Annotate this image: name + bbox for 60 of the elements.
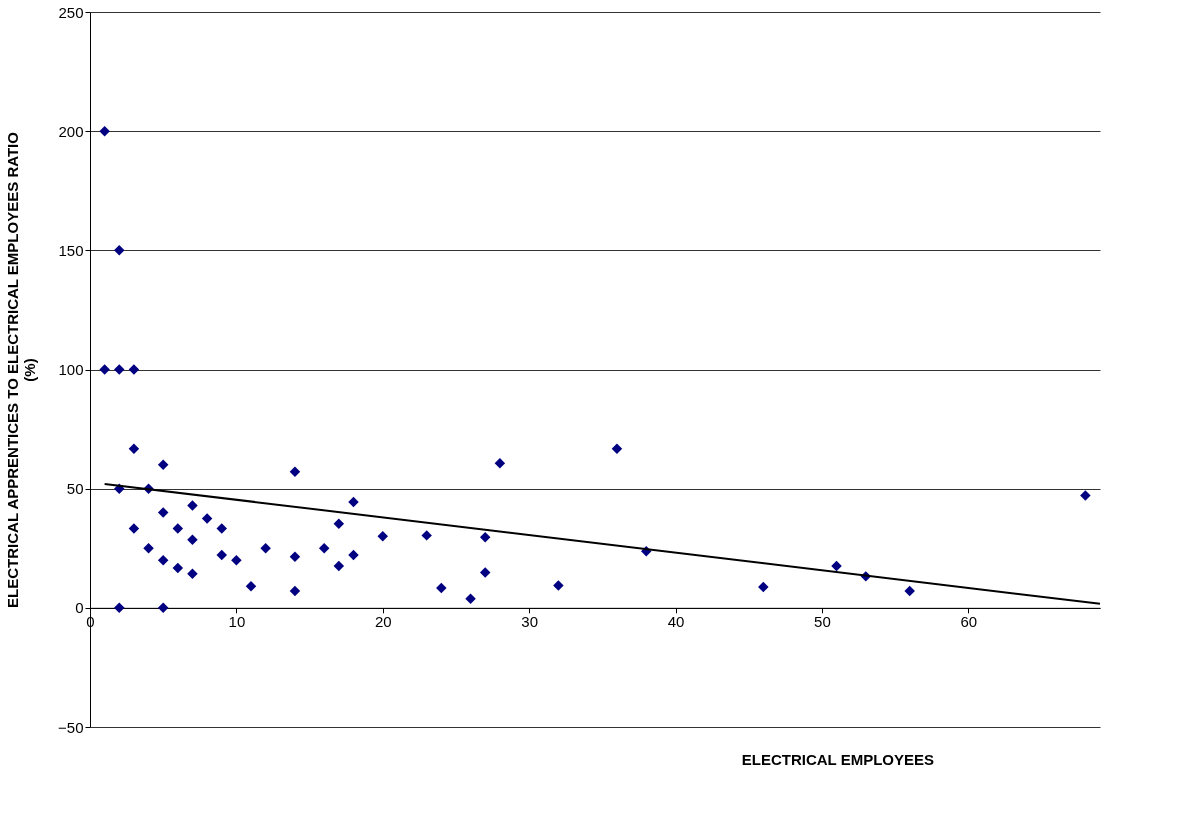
y-tick-label: 50 — [66, 480, 84, 498]
y-tick-label: 100 — [58, 361, 84, 378]
point — [436, 582, 447, 594]
point — [479, 567, 491, 578]
point — [289, 551, 301, 563]
point — [289, 466, 301, 477]
y-tick-label: 200 — [58, 122, 84, 140]
point — [114, 602, 125, 614]
point — [157, 507, 169, 518]
point — [143, 543, 154, 554]
point — [758, 581, 769, 593]
x-axis-title: ELECTRICAL EMPLOYEES — [741, 750, 935, 768]
y-tick-label: −50 — [58, 718, 84, 736]
point — [187, 500, 198, 511]
point — [377, 531, 388, 542]
x-tick-label: 40 — [667, 613, 685, 631]
point — [201, 513, 213, 524]
point — [348, 549, 359, 561]
point — [465, 593, 476, 605]
point — [260, 543, 271, 554]
point — [128, 523, 140, 534]
x-tick-label: 10 — [228, 613, 246, 631]
point — [157, 459, 169, 471]
point — [318, 543, 330, 554]
point — [128, 364, 140, 375]
point — [187, 534, 198, 545]
point — [611, 443, 623, 455]
point — [348, 496, 359, 508]
point — [231, 554, 242, 566]
point — [1080, 490, 1091, 501]
point — [333, 518, 345, 529]
x-tick-label: 50 — [814, 613, 831, 631]
point — [157, 554, 169, 566]
point — [289, 585, 301, 597]
y-tick-label: 150 — [58, 241, 84, 259]
point — [157, 602, 169, 614]
point — [216, 549, 227, 561]
point — [114, 364, 125, 375]
y-tick-label: 250 — [58, 3, 84, 21]
point — [172, 523, 184, 534]
x-tick-label: 20 — [374, 613, 392, 631]
point — [172, 562, 184, 574]
point — [128, 443, 140, 455]
point — [831, 560, 842, 572]
point — [494, 457, 506, 469]
point — [99, 125, 110, 137]
x-tick-label: 60 — [960, 613, 978, 631]
point — [187, 568, 198, 579]
point — [333, 560, 345, 572]
point — [114, 245, 125, 256]
y-axis-title: ELECTRICAL APPRENTICES TO ELECTRICAL EMPLOYEES RATIO (%) — [4, 131, 39, 608]
y-tick-label: 0 — [75, 599, 84, 617]
point — [553, 580, 564, 591]
point — [245, 580, 257, 592]
point — [421, 530, 432, 541]
point — [904, 585, 915, 597]
point — [216, 523, 227, 534]
point — [479, 532, 491, 543]
x-tick-label: 30 — [521, 613, 538, 631]
point — [99, 364, 110, 375]
